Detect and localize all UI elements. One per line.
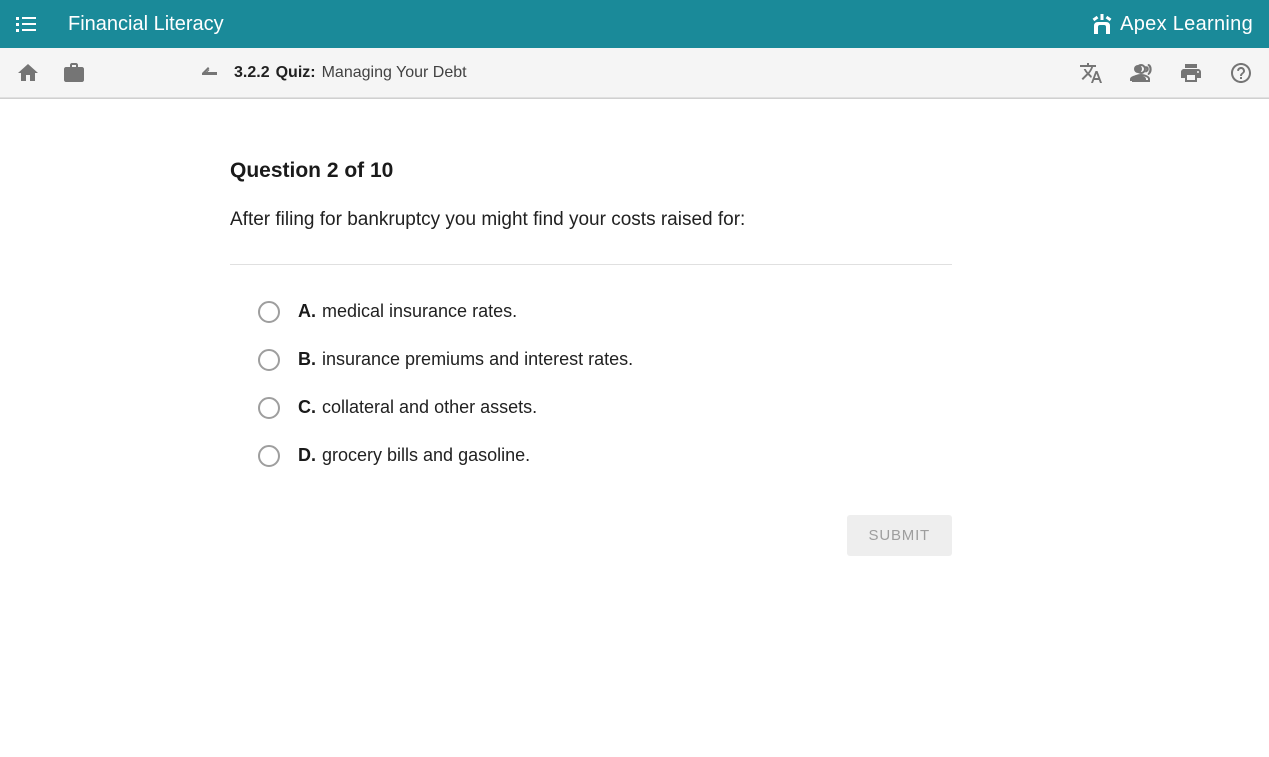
- option-letter: A.: [298, 301, 316, 322]
- option-d[interactable]: D. grocery bills and gasoline.: [258, 445, 952, 467]
- activity-type: Quiz:: [276, 64, 316, 82]
- apex-logo-icon: [1090, 12, 1114, 36]
- radio-icon[interactable]: [258, 301, 280, 323]
- question-number-label: Question 2 of 10: [230, 159, 952, 183]
- translate-icon[interactable]: [1079, 61, 1103, 85]
- submit-button[interactable]: SUBMIT: [847, 515, 952, 556]
- back-up-icon[interactable]: [198, 61, 222, 85]
- sub-bar: 3.2.2 Quiz: Managing Your Debt: [0, 48, 1269, 98]
- radio-icon[interactable]: [258, 349, 280, 371]
- menu-icon[interactable]: [16, 12, 40, 36]
- content-area: Question 2 of 10 After filing for bankru…: [0, 99, 1269, 556]
- brand-logo[interactable]: Apex Learning: [1090, 12, 1253, 36]
- activity-title: Managing Your Debt: [322, 64, 467, 82]
- submit-row: SUBMIT: [230, 515, 952, 556]
- help-icon[interactable]: [1229, 61, 1253, 85]
- print-icon[interactable]: [1179, 61, 1203, 85]
- option-text: insurance premiums and interest rates.: [322, 349, 633, 370]
- radio-icon[interactable]: [258, 397, 280, 419]
- question-divider: [230, 264, 952, 265]
- option-letter: C.: [298, 397, 316, 418]
- breadcrumb: 3.2.2 Quiz: Managing Your Debt: [234, 64, 467, 82]
- option-a[interactable]: A. medical insurance rates.: [258, 301, 952, 323]
- briefcase-icon[interactable]: [62, 61, 86, 85]
- option-letter: D.: [298, 445, 316, 466]
- top-bar: Financial Literacy Apex Learning: [0, 0, 1269, 48]
- question-container: Question 2 of 10 After filing for bankru…: [230, 159, 952, 556]
- read-aloud-icon[interactable]: [1129, 61, 1153, 85]
- brand-name: Apex Learning: [1120, 13, 1253, 36]
- question-text: After filing for bankruptcy you might fi…: [230, 207, 952, 234]
- home-icon[interactable]: [16, 61, 40, 85]
- option-c[interactable]: C. collateral and other assets.: [258, 397, 952, 419]
- option-text: grocery bills and gasoline.: [322, 445, 530, 466]
- course-title: Financial Literacy: [68, 13, 224, 36]
- option-text: collateral and other assets.: [322, 397, 537, 418]
- options-list: A. medical insurance rates. B. insurance…: [230, 301, 952, 467]
- radio-icon[interactable]: [258, 445, 280, 467]
- option-letter: B.: [298, 349, 316, 370]
- section-number: 3.2.2: [234, 64, 270, 82]
- option-text: medical insurance rates.: [322, 301, 517, 322]
- option-b[interactable]: B. insurance premiums and interest rates…: [258, 349, 952, 371]
